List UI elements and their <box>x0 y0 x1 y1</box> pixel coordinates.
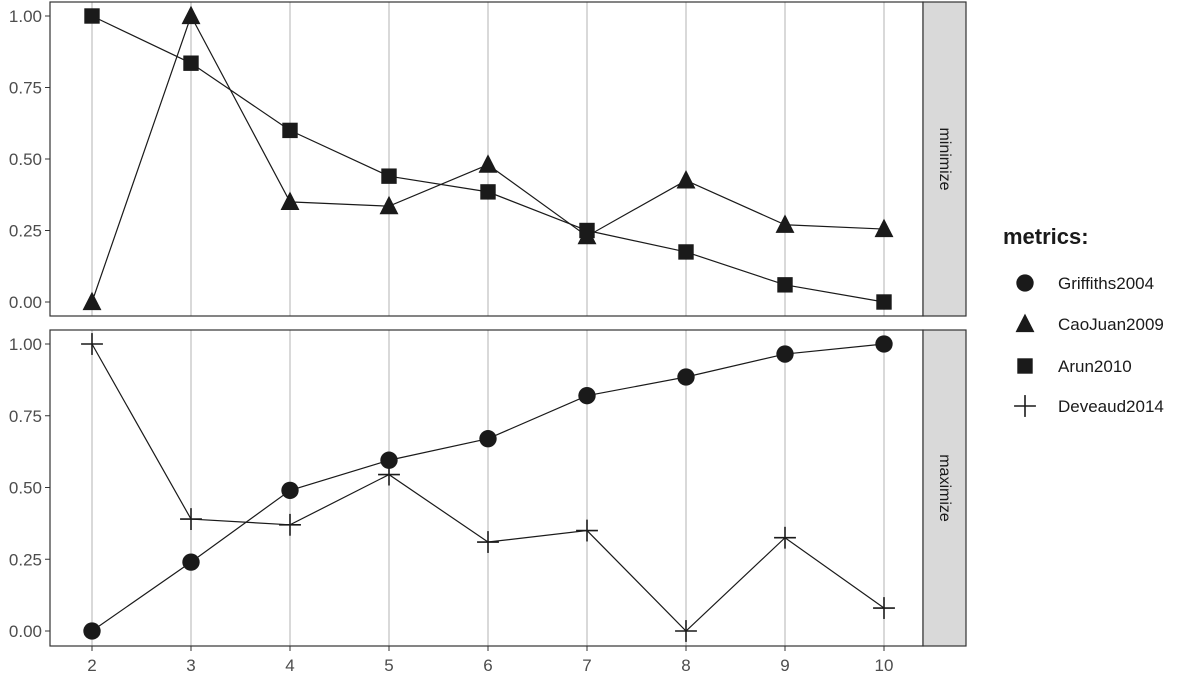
data-point-Arun2010 <box>282 122 298 139</box>
data-point-Arun2010 <box>84 8 100 24</box>
x-tick-label: 3 <box>186 656 195 675</box>
legend-label: Arun2010 <box>1058 357 1132 376</box>
legend-key-Deveaud2014 <box>1014 395 1036 417</box>
data-point-Arun2010 <box>777 277 793 293</box>
x-tick-label: 7 <box>582 656 591 675</box>
y-tick-label: 0.25 <box>9 550 42 569</box>
y-tick-label: 1.00 <box>9 335 42 354</box>
legend-key-Arun2010 <box>1017 358 1033 374</box>
legend-label: Griffiths2004 <box>1058 274 1154 293</box>
data-point-Deveaud2014 <box>378 463 400 486</box>
data-point-Arun2010 <box>678 244 694 260</box>
data-point-Griffiths2004 <box>83 622 101 640</box>
x-tick-label: 8 <box>681 656 690 675</box>
data-point-Griffiths2004 <box>776 345 794 363</box>
data-point-CaoJuan2009 <box>775 214 795 233</box>
x-tick-label: 2 <box>87 656 96 675</box>
x-tick-label: 6 <box>483 656 492 675</box>
data-point-Arun2010 <box>183 55 199 71</box>
data-point-Deveaud2014 <box>279 513 301 536</box>
y-tick-label: 0.50 <box>9 150 42 169</box>
x-tick-label: 9 <box>780 656 789 675</box>
y-tick-label: 0.25 <box>9 222 42 241</box>
y-tick-label: 0.00 <box>9 293 42 312</box>
data-point-Deveaud2014 <box>774 526 796 549</box>
data-point-CaoJuan2009 <box>379 195 399 215</box>
data-point-Deveaud2014 <box>576 519 598 542</box>
data-point-Deveaud2014 <box>180 508 202 530</box>
y-tick-label: 0.75 <box>9 79 42 98</box>
data-point-Arun2010 <box>579 222 595 239</box>
data-point-Arun2010 <box>381 168 397 184</box>
data-point-Deveaud2014 <box>81 333 103 355</box>
data-point-Griffiths2004 <box>479 430 497 448</box>
x-tick-label: 5 <box>384 656 393 675</box>
panel-background <box>50 330 923 646</box>
legend-title: metrics: <box>1003 224 1089 249</box>
data-point-Griffiths2004 <box>578 386 596 405</box>
legend: metrics: Griffiths2004 CaoJuan2009 Arun2010… <box>1003 224 1164 417</box>
data-point-CaoJuan2009 <box>181 5 201 25</box>
data-point-Griffiths2004 <box>875 335 893 353</box>
legend-label: Deveaud2014 <box>1058 397 1164 416</box>
data-point-Arun2010 <box>480 184 496 200</box>
data-point-Deveaud2014 <box>675 620 697 642</box>
y-tick-label: 0.75 <box>9 407 42 426</box>
data-point-Griffiths2004 <box>380 451 398 469</box>
data-point-CaoJuan2009 <box>82 291 102 311</box>
y-tick-label: 1.00 <box>9 7 42 26</box>
data-point-CaoJuan2009 <box>280 191 300 210</box>
x-tick-label: 4 <box>285 656 294 675</box>
y-tick-label: 0.00 <box>9 622 42 641</box>
data-point-CaoJuan2009 <box>676 170 696 189</box>
legend-key-CaoJuan2009 <box>1015 313 1035 333</box>
legend-key-Griffiths2004 <box>1016 274 1034 292</box>
legend-label: CaoJuan2009 <box>1058 315 1164 334</box>
data-point-Griffiths2004 <box>182 553 200 571</box>
y-tick-label: 0.50 <box>9 479 42 498</box>
strip-background <box>922 329 967 647</box>
x-tick-label: 10 <box>875 656 894 675</box>
data-point-Griffiths2004 <box>677 368 695 386</box>
data-point-CaoJuan2009 <box>478 154 498 173</box>
data-point-CaoJuan2009 <box>874 218 894 238</box>
data-point-Arun2010 <box>876 294 892 310</box>
strip-background <box>922 1 967 317</box>
panel-minimize: 0.00 0.25 0.50 0.75 1.00 minimize <box>9 1 967 317</box>
panel-maximize: 0.00 0.25 0.50 0.75 1.00 maximize <box>9 329 967 647</box>
data-point-Deveaud2014 <box>873 597 895 619</box>
data-point-Deveaud2014 <box>477 531 499 553</box>
strip-label: maximize <box>936 454 953 522</box>
data-point-Griffiths2004 <box>281 481 299 500</box>
strip-label: minimize <box>936 127 953 190</box>
